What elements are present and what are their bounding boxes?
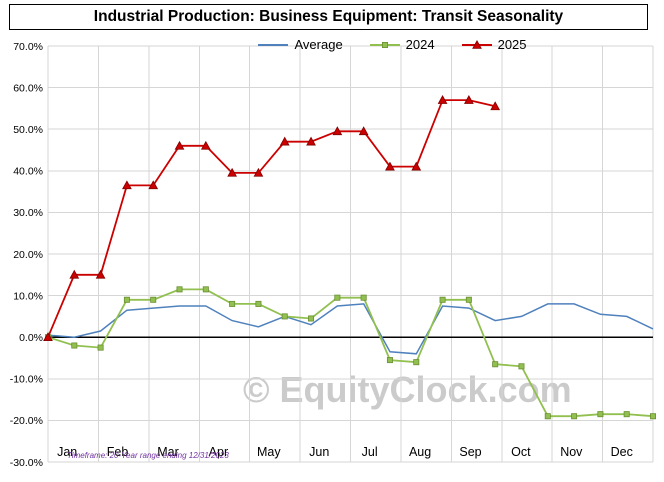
x-tick-label: Jun [309, 445, 329, 459]
marker-square [492, 361, 499, 368]
marker-triangle [279, 136, 290, 146]
marker-triangle [411, 161, 422, 171]
marker-triangle [358, 126, 369, 136]
marker-triangle [490, 101, 501, 111]
legend-item-average[interactable]: Average [257, 37, 343, 52]
x-tick-label: Nov [560, 445, 583, 459]
marker-square [386, 357, 393, 364]
y-tick-label: 70.0% [13, 41, 43, 53]
x-tick-label: Jan [57, 445, 77, 459]
marker-square [650, 413, 657, 420]
legend-item-2024[interactable]: 2024 [369, 37, 435, 52]
marker-triangle [174, 140, 185, 150]
marker-square [281, 313, 288, 320]
marker-triangle [122, 180, 132, 190]
marker-triangle [332, 126, 343, 136]
y-tick-label: 50.0% [13, 124, 43, 136]
x-tick-label: May [257, 445, 281, 459]
marker-square [597, 411, 604, 418]
y-tick-label: -30.0% [10, 457, 43, 469]
y-tick-label: 0.0% [19, 332, 43, 344]
marker-square [255, 300, 262, 307]
y-tick-label: 20.0% [13, 249, 43, 261]
marker-triangle [253, 167, 264, 177]
legend-label-average: Average [294, 37, 343, 52]
x-tick-label: Mar [157, 445, 179, 459]
marker-square [229, 300, 236, 307]
marker-square [202, 286, 209, 293]
marker-triangle [148, 180, 159, 190]
x-tick-label: Oct [511, 445, 531, 459]
x-tick-label: Sep [459, 445, 481, 459]
series-line-2024 [47, 288, 654, 418]
marker-square [623, 411, 630, 418]
y-tick-label: -10.0% [10, 374, 43, 386]
x-tick-label: Aug [409, 445, 431, 459]
marker-square [71, 342, 78, 349]
marker-square [413, 359, 420, 366]
marker-square [334, 294, 341, 301]
marker-square [439, 296, 446, 303]
marker-square [571, 413, 578, 420]
marker-triangle [69, 269, 80, 279]
x-tick-label: Jul [362, 445, 378, 459]
marker-triangle [200, 140, 211, 150]
marker-square [97, 344, 104, 351]
y-tick-label: -20.0% [10, 415, 43, 427]
average-line-swatch [258, 43, 289, 46]
series-line-2025 [47, 99, 496, 338]
chart-title: Industrial Production: Business Equipmen… [9, 4, 648, 30]
x-tick-label: Feb [107, 445, 129, 459]
y-tick-label: 10.0% [13, 290, 43, 302]
marker-square [176, 286, 183, 293]
marker-square [518, 363, 525, 370]
marker-square [308, 315, 315, 322]
marker-square [123, 296, 130, 303]
x-tick-label: Dec [611, 445, 633, 459]
y-tick-label: 60.0% [13, 82, 43, 94]
timeframe-note: Timeframe: 20-Year range ending 12/31/20… [67, 451, 229, 460]
series-line-Average [47, 303, 654, 355]
marker-triangle [385, 161, 395, 171]
marker-triangle [437, 95, 448, 104]
x-tick-label: Apr [209, 445, 228, 459]
legend-label-2024: 2024 [405, 37, 435, 52]
y-tick-label: 30.0% [13, 207, 43, 219]
marker-triangle [95, 269, 106, 279]
legend-label-2025: 2025 [497, 37, 527, 52]
marker-triangle [227, 167, 238, 177]
legend-item-2025[interactable]: 2025 [461, 37, 527, 52]
marker-square [544, 413, 551, 420]
marker-triangle [43, 332, 53, 342]
chart-legend: Average 2024 2025 [0, 37, 664, 52]
marker-square [465, 296, 472, 303]
year-2024-swatch [369, 41, 400, 48]
watermark: © EquityClock.com [243, 369, 572, 410]
marker-square [360, 294, 367, 301]
y-tick-label: 40.0% [13, 166, 43, 178]
marker-triangle [463, 95, 474, 104]
marker-triangle [306, 136, 316, 146]
year-2025-swatch [461, 39, 492, 49]
marker-square [150, 296, 157, 303]
